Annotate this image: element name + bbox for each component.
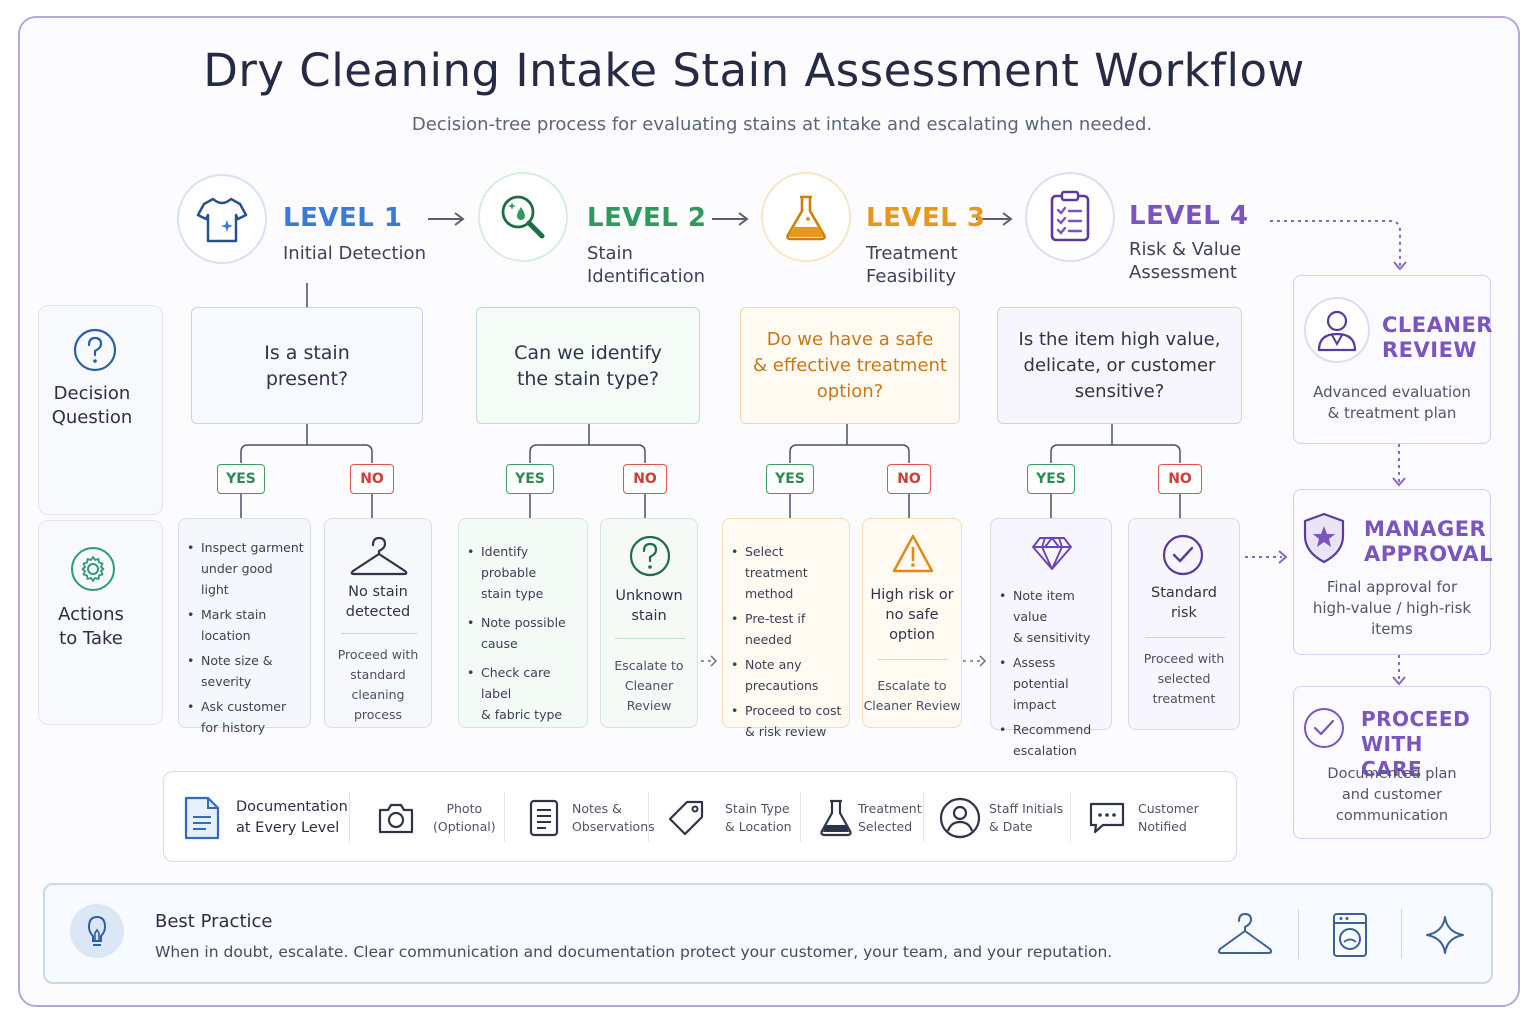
level-2-icon-circle (478, 172, 568, 262)
action-item: Proceed to cost& risk review (731, 700, 843, 742)
level-1-no-outcome: No stain detected Proceed with standard cl… (324, 518, 432, 728)
actions-label: Actions to Take (58, 604, 124, 649)
check-circle-icon (1304, 708, 1344, 748)
question-1-box: Is a stain present? (191, 307, 423, 424)
camera-icon (378, 803, 414, 833)
doc-item-treatment: Treatment Selected (819, 772, 922, 863)
no-badge-1: NO (350, 464, 394, 494)
actions-panel (38, 520, 163, 725)
level-3-no-outcome: High risk or no safe option Escalate to Cle… (862, 518, 962, 728)
warning-icon (892, 534, 934, 573)
hanger-icon (350, 536, 408, 576)
flask-icon (820, 799, 852, 836)
best-practice-text: When in doubt, escalate. Clear communica… (155, 943, 1113, 961)
flask-icon (786, 195, 826, 241)
action-item: Pre-test if needed (731, 608, 843, 650)
no-badge-3: NO (887, 464, 931, 494)
tshirt-icon (196, 197, 248, 243)
gear-icon (70, 546, 116, 596)
user-icon (939, 797, 981, 838)
level-3-label: LEVEL 3 (866, 203, 986, 233)
proceed-with-care-title: PROCEED WITH CARE (1361, 707, 1471, 781)
manager-approval-box: MANAGER APPROVAL Final approval for high-v… (1293, 489, 1493, 655)
manager-approval-title: MANAGER APPROVAL (1364, 517, 1493, 566)
level-1-icon-circle (177, 174, 267, 264)
action-item: Note item value& sensitivity (999, 585, 1105, 648)
level-3-name: Treatment Feasibility (866, 243, 958, 287)
level-3-icon-circle (761, 172, 851, 262)
page-subtitle: Decision-tree process for evaluating sta… (411, 114, 1153, 135)
level-2-no-outcome: Unknown stain Escalate to Cleaner Review (600, 518, 698, 728)
question-4-box: Is the item high value, delicate, or cust… (997, 307, 1242, 424)
question-icon (72, 327, 118, 377)
documentation-title-item: Documentation at Every Level (182, 772, 348, 863)
diamond-icon (1032, 537, 1072, 570)
level-4-yes-actions: Note item value& sensitivity Assess pote… (990, 518, 1112, 758)
doc-item-stain-type: Stain Type & Location (667, 772, 792, 863)
tag-icon (668, 800, 704, 835)
magnifier-icon (501, 195, 545, 239)
best-practice-title: Best Practice (155, 911, 273, 932)
no-badge-4: NO (1158, 464, 1202, 494)
decision-question-label: Decision Question (51, 383, 133, 428)
best-practice-panel: Best Practice When in doubt, escalate. C… (43, 883, 1493, 984)
proceed-with-care-desc: Documented plan and customer communication (1327, 766, 1457, 824)
doc-item-photo: Photo (Optional) (377, 772, 496, 863)
level-4-label: LEVEL 4 (1129, 201, 1249, 231)
yes-badge-3: YES (766, 464, 814, 494)
doc-item-staff: Staff Initials & Date (939, 772, 1063, 863)
chat-icon (1089, 802, 1125, 833)
level-4-no-outcome: Standard risk Proceed with selected treatme… (1128, 518, 1240, 730)
lightbulb-icon (70, 904, 124, 958)
yes-badge-4: YES (1027, 464, 1075, 494)
hanger-icon (1217, 913, 1273, 954)
manager-approval-desc: Final approval for high-value / high-risk… (1312, 578, 1472, 638)
doc-item-customer: Customer Notified (1088, 772, 1199, 863)
page-title: Dry Cleaning Intake Stain Assessment Wor… (203, 44, 1305, 97)
level-1-label: LEVEL 1 (283, 203, 403, 233)
action-item: Mark stain location (187, 604, 304, 646)
question-icon (629, 535, 671, 577)
level-2-name: Stain Identification (587, 243, 706, 287)
documentation-bar: Documentation at Every Level Photo (Option… (163, 771, 1237, 862)
check-circle-icon (1162, 534, 1204, 576)
cleaner-review-title: CLEANER REVIEW (1382, 313, 1493, 362)
sparkle-icon (1426, 916, 1464, 954)
cleaner-review-desc: Advanced evaluation & treatment plan (1313, 383, 1471, 422)
yes-badge-1: YES (217, 464, 265, 494)
notes-icon (529, 799, 559, 836)
document-icon (184, 796, 220, 839)
question-2-box: Can we identify the stain type? (476, 307, 700, 424)
doc-item-notes: Notes & Observations (528, 772, 655, 863)
action-item: Note size & severity (187, 650, 304, 692)
level-4-icon-circle (1025, 172, 1115, 262)
proceed-with-care-box: PROCEED WITH CARE Documented plan and cust… (1293, 686, 1491, 839)
person-icon (1304, 297, 1370, 363)
cleaner-review-box: CLEANER REVIEW Advanced evaluation & treat… (1293, 275, 1493, 444)
no-badge-2: NO (623, 464, 667, 494)
level-1-name: Initial Detection (283, 243, 426, 264)
question-3-box: Do we have a safe & effective treatment op… (740, 307, 960, 424)
level-4-name: Risk & Value Assessment (1129, 239, 1242, 283)
washing-machine-icon (1333, 913, 1367, 957)
shield-star-icon (1303, 512, 1345, 564)
action-item: Check care label& fabric type (467, 662, 581, 725)
clipboard-icon (1050, 190, 1090, 242)
yes-badge-2: YES (506, 464, 554, 494)
level-2-label: LEVEL 2 (587, 203, 707, 233)
